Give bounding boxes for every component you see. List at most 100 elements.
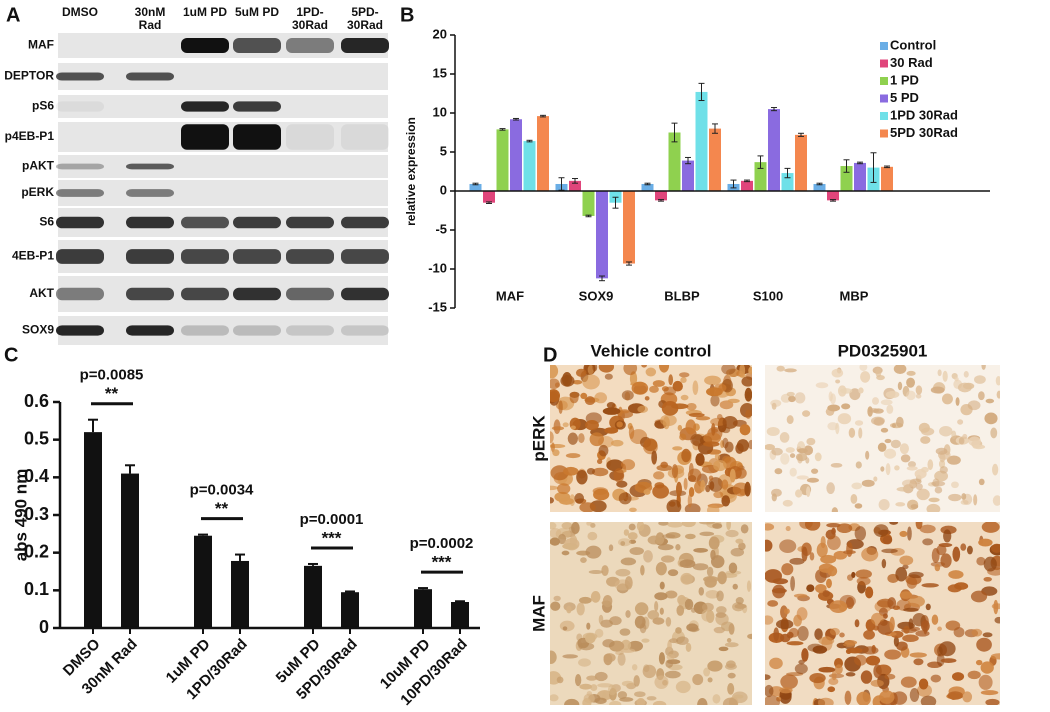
cell: [610, 439, 624, 447]
cell: [798, 659, 805, 665]
cell: [722, 437, 729, 449]
cell: [744, 387, 752, 402]
cell: [699, 522, 715, 525]
cell: [858, 387, 864, 394]
cell: [677, 424, 683, 431]
cell: [730, 547, 745, 557]
lane-header: 1uM PD: [182, 5, 227, 19]
cell: [641, 638, 650, 643]
cell: [865, 655, 881, 666]
cell: [698, 587, 705, 596]
row-label: pAKT: [22, 159, 55, 173]
bar: [483, 191, 495, 203]
cell: [915, 630, 930, 637]
cell: [739, 365, 746, 378]
cell: [850, 493, 858, 504]
cell: [820, 554, 837, 564]
cell: [550, 431, 554, 444]
cell: [783, 608, 790, 615]
cell: [878, 498, 890, 511]
cell: [567, 432, 578, 445]
cell: [690, 433, 704, 446]
column-header: Vehicle control: [591, 341, 712, 360]
cell: [679, 559, 696, 569]
cell: [721, 479, 729, 490]
cell: [826, 482, 835, 495]
blot-strip: [58, 316, 388, 345]
cell: [784, 368, 797, 373]
cell: [664, 670, 681, 679]
significance-stars: **: [105, 384, 119, 403]
row-label: MAF: [28, 38, 54, 52]
cell: [616, 421, 623, 428]
cell: [809, 552, 815, 561]
cell: [594, 671, 608, 682]
cell: [634, 615, 646, 629]
cell: [681, 448, 691, 463]
cell: [771, 447, 783, 456]
cell: [940, 553, 952, 568]
error-bar: [513, 117, 519, 121]
legend-swatch: [880, 94, 888, 103]
cell: [827, 404, 841, 412]
x-tick-label: S100: [753, 288, 783, 303]
cell: [582, 374, 600, 390]
cell: [893, 636, 899, 647]
cell: [885, 463, 891, 476]
cell: [598, 614, 604, 625]
blot-band: [126, 189, 174, 197]
cell: [873, 417, 885, 426]
cell: [797, 448, 808, 454]
cell: [854, 619, 860, 628]
cell: [579, 683, 592, 690]
cell: [796, 607, 808, 621]
error-bar: [843, 159, 850, 173]
cell: [815, 382, 829, 389]
cell: [726, 638, 732, 643]
cell: [806, 437, 816, 446]
bar: [596, 191, 608, 279]
error-bar: [626, 261, 632, 266]
cell: [550, 497, 555, 504]
cell: [802, 410, 811, 417]
cell: [765, 615, 774, 625]
cell: [575, 368, 587, 377]
cell: [624, 576, 633, 590]
cell: [729, 468, 736, 483]
cell: [985, 398, 995, 404]
cell: [809, 673, 826, 684]
cell: [785, 447, 795, 453]
cell: [704, 375, 721, 386]
cell: [667, 639, 672, 653]
cell: [776, 365, 785, 372]
cell: [594, 697, 607, 704]
cell: [710, 549, 716, 561]
cell: [799, 522, 813, 529]
lane-header: 5PD-30Rad: [346, 5, 384, 32]
cell: [980, 661, 994, 674]
cell: [896, 641, 908, 651]
row-label: SOX9: [22, 323, 54, 337]
y-tick-label: 0.5: [24, 428, 49, 448]
error-bar: [798, 132, 804, 137]
cell: [584, 396, 596, 405]
cell: [873, 524, 889, 538]
cell: [550, 442, 555, 453]
cell: [952, 546, 961, 562]
cell: [845, 672, 856, 677]
cell: [705, 484, 711, 493]
cell: [943, 529, 952, 543]
x-tick-label: SOX9: [579, 288, 614, 303]
cell: [854, 526, 867, 541]
x-tick-label: BLBP: [664, 288, 700, 303]
cell: [658, 652, 666, 665]
cell: [981, 522, 1000, 533]
cell: [665, 659, 673, 668]
error-bar: [816, 182, 823, 186]
cell: [654, 601, 659, 612]
cell: [598, 444, 609, 457]
cell: [748, 439, 752, 450]
cell: [930, 386, 945, 394]
cell: [707, 660, 723, 672]
bar: [641, 183, 654, 191]
